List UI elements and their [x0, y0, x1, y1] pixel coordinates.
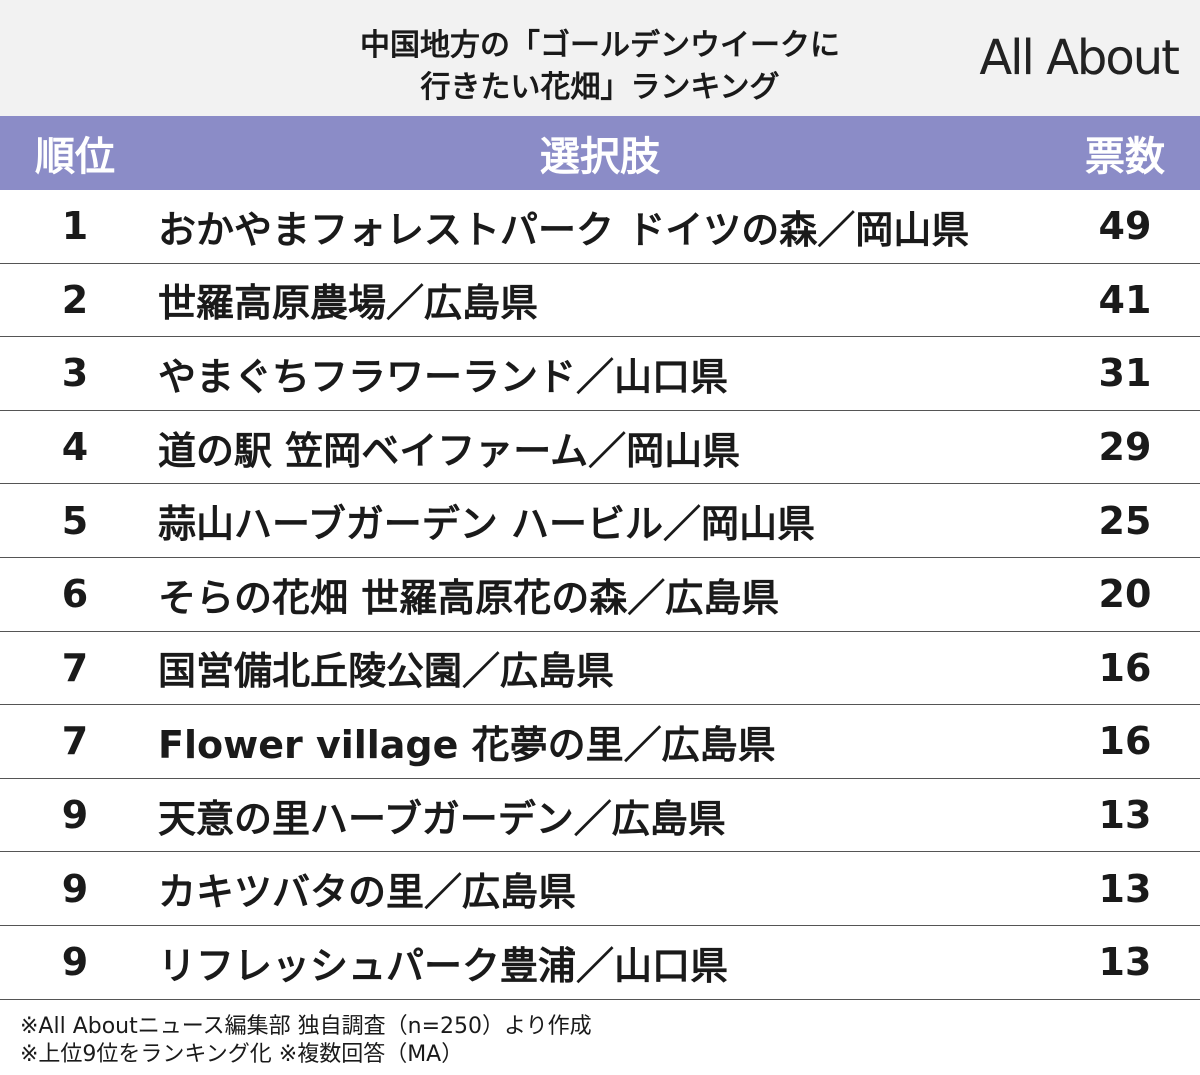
footnote: ※上位9位をランキング化 ※複数回答（MA） — [20, 1042, 464, 1067]
votes: 49 — [1050, 190, 1200, 264]
option: カキツバタの里／広島県 — [150, 851, 1050, 926]
title-line: 行きたい花畑」ランキング — [420, 70, 780, 105]
option: Flower village 花夢の里／広島県 — [150, 704, 1050, 779]
rank: 6 — [0, 557, 150, 632]
column-header: 順位 — [0, 116, 150, 190]
option: リフレッシュパーク豊浦／山口県 — [150, 925, 1050, 1000]
rank: 4 — [0, 410, 150, 485]
votes: 13 — [1050, 851, 1200, 926]
votes: 16 — [1050, 631, 1200, 706]
rank: 9 — [0, 851, 150, 926]
title-line: 中国地方の「ゴールデンウイークに — [360, 28, 840, 63]
option: 世羅高原農場／広島県 — [150, 263, 1050, 338]
column-header: 選択肢 — [150, 116, 1050, 190]
rank: 5 — [0, 483, 150, 558]
logo: All About — [979, 30, 1180, 86]
votes: 29 — [1050, 410, 1200, 485]
row: 3 やまぐちフラワーランド／山口県 31 — [0, 336, 1200, 411]
option: 蒜山ハーブガーデン ハービル／岡山県 — [150, 483, 1050, 558]
rank: 2 — [0, 263, 150, 338]
rank: 7 — [0, 631, 150, 706]
rank: 1 — [0, 190, 150, 264]
option: やまぐちフラワーランド／山口県 — [150, 336, 1050, 411]
row: 9 天意の里ハーブガーデン／広島県 13 — [0, 778, 1200, 853]
votes: 13 — [1050, 778, 1200, 853]
option: おかやまフォレストパーク ドイツの森／岡山県 — [150, 190, 1050, 264]
option: 天意の里ハーブガーデン／広島県 — [150, 778, 1050, 853]
votes: 25 — [1050, 483, 1200, 558]
row: 6 そらの花畑 世羅高原花の森／広島県 20 — [0, 557, 1200, 632]
row: 2 世羅高原農場／広島県 41 — [0, 263, 1200, 338]
row: 5 蒜山ハーブガーデン ハービル／岡山県 25 — [0, 483, 1200, 558]
option: そらの花畑 世羅高原花の森／広島県 — [150, 557, 1050, 632]
row: 7 国営備北丘陵公園／広島県 16 — [0, 631, 1200, 706]
rank: 3 — [0, 336, 150, 411]
rank: 7 — [0, 704, 150, 779]
votes: 13 — [1050, 925, 1200, 1000]
header: 中国地方の「ゴールデンウイークに 行きたい花畑」ランキング All About — [0, 0, 1200, 116]
votes: 31 — [1050, 336, 1200, 411]
votes: 16 — [1050, 704, 1200, 779]
footnote: ※All Aboutニュース編集部 独自調査（n=250）より作成 — [20, 1014, 592, 1039]
row: 4 道の駅 笠岡ベイファーム／岡山県 29 — [0, 410, 1200, 485]
rank: 9 — [0, 925, 150, 1000]
rank: 9 — [0, 778, 150, 853]
column-header: 票数 — [1050, 116, 1200, 190]
row: 1 おかやまフォレストパーク ドイツの森／岡山県 49 — [0, 190, 1200, 264]
row: 7 Flower village 花夢の里／広島県 16 — [0, 704, 1200, 779]
votes: 20 — [1050, 557, 1200, 632]
header-row: 順位 選択肢 票数 — [0, 116, 1200, 190]
votes: 41 — [1050, 263, 1200, 338]
option: 道の駅 笠岡ベイファーム／岡山県 — [150, 410, 1050, 485]
ranking-table: 順位 選択肢 票数 1 おかやまフォレストパーク ドイツの森／岡山県 49 2 世羅高原… — [0, 116, 1200, 1000]
option: 国営備北丘陵公園／広島県 — [150, 631, 1050, 706]
row: 9 リフレッシュパーク豊浦／山口県 13 — [0, 925, 1200, 1000]
row: 9 カキツバタの里／広島県 13 — [0, 851, 1200, 926]
